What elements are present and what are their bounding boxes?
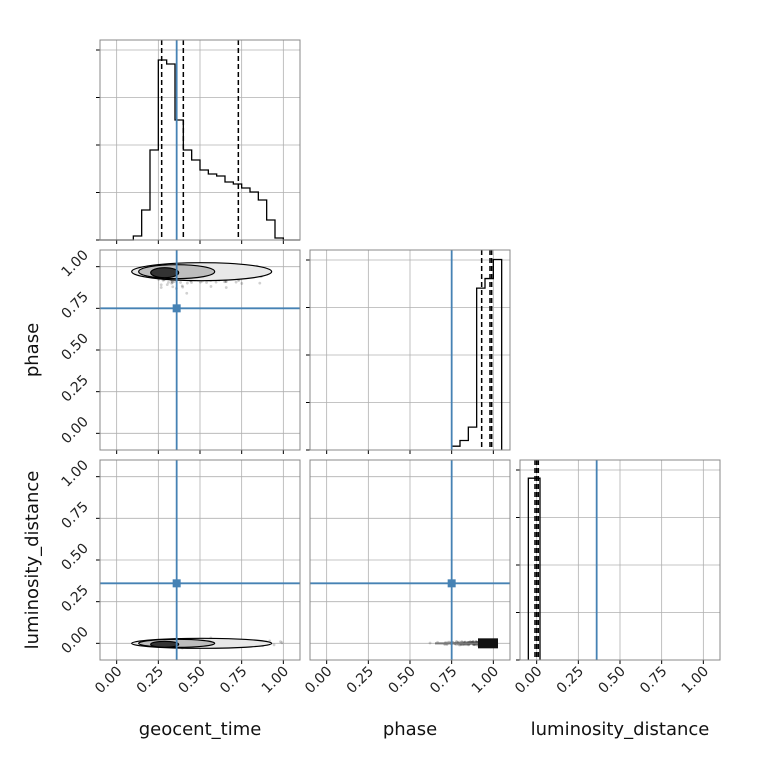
sample-point (199, 280, 202, 284)
y-tick-label: 0.00 (58, 624, 91, 657)
x-tick-label: 0.50 (385, 664, 418, 697)
y-axis-label-phase: phase (22, 323, 43, 377)
sample-point (272, 643, 276, 647)
panel-frame (99, 39, 301, 241)
x-tick-label: 0.75 (217, 664, 250, 697)
sample-point (165, 283, 169, 287)
sample-point (224, 280, 228, 283)
panel-phase-vs-luminosity-distance: 0.00 0.25 0.50 0.75 1.00 (302, 459, 511, 697)
sample-point (474, 640, 478, 643)
sample-point (172, 280, 176, 284)
sample-point (428, 641, 432, 645)
sample-point (214, 280, 218, 284)
panel-geocent-time-vs-luminosity-distance: 0.000.250.500.751.000.00 0.25 0.50 0.75 1.00 (58, 457, 301, 697)
x-tick-label: 0.00 (302, 664, 335, 697)
sample-point (159, 283, 163, 287)
sample-point (234, 280, 238, 284)
sample-point (171, 285, 175, 289)
x-tick-label: 0.25 (554, 664, 587, 697)
panel-hist-phase (306, 249, 511, 454)
y-tick-label: 0.25 (58, 582, 91, 615)
sample-point (181, 285, 185, 289)
panel-frame (99, 459, 301, 661)
sample-point (159, 286, 163, 289)
y-tick-label: 1.00 (58, 247, 91, 280)
sample-point (224, 286, 228, 289)
panel-frame (309, 249, 511, 451)
y-tick-label: 0.75 (58, 289, 91, 322)
panel-frame (519, 459, 721, 661)
panel-frame (99, 249, 301, 451)
y-tick-label: 0.50 (58, 330, 91, 363)
x-tick-label: 0.00 (512, 664, 545, 697)
truth-marker (172, 304, 181, 313)
sample-point (170, 279, 174, 283)
x-tick-label: 0.50 (175, 664, 208, 697)
x-tick-label: 0.25 (344, 664, 377, 697)
sample-point (224, 280, 228, 283)
y-tick-label: 0.75 (58, 499, 91, 532)
histogram-step (451, 258, 503, 450)
x-axis-label-geocent-time: geocent_time (139, 719, 262, 740)
panel-frame (309, 459, 511, 661)
panel-hist-geocent-time (96, 39, 301, 244)
sample-point (205, 281, 208, 284)
y-tick-label: 0.50 (58, 540, 91, 573)
panel-geocent-time-vs-phase: 0.00 0.25 0.50 0.75 1.00 (58, 247, 301, 454)
density-core (150, 640, 180, 648)
sample-point (190, 281, 193, 284)
sample-point (170, 281, 173, 285)
x-tick-label: 0.00 (92, 664, 125, 697)
sample-point (185, 281, 189, 285)
sample-point (240, 282, 244, 285)
y-axis-label-luminosity-distance: luminosity_distance (22, 471, 43, 650)
x-tick-label: 0.50 (595, 664, 628, 697)
y-tick-label: 0.00 (58, 414, 91, 447)
histogram-step (100, 59, 300, 241)
truth-marker (447, 579, 456, 588)
x-tick-label: 1.00 (679, 664, 712, 697)
x-tick-label: 1.00 (469, 664, 502, 697)
sample-point (258, 281, 262, 285)
truth-marker (172, 579, 181, 588)
sample-point (179, 281, 182, 284)
sample-point (279, 640, 282, 643)
sample-point (280, 641, 284, 645)
x-tick-label: 1.00 (259, 664, 292, 697)
sample-point (185, 291, 189, 295)
x-tick-label: 0.75 (637, 664, 670, 697)
x-axis-label-phase: phase (383, 719, 437, 740)
x-tick-label: 0.25 (134, 664, 167, 697)
sample-point (209, 285, 213, 288)
sample-point (180, 284, 184, 288)
sample-point (170, 281, 174, 285)
sample-point (223, 280, 226, 284)
sample-point (167, 280, 170, 284)
y-tick-label: 1.00 (58, 457, 91, 490)
x-axis-label-luminosity-distance: luminosity_distance (531, 719, 710, 740)
density-core (150, 267, 180, 279)
sample-point (455, 640, 459, 644)
sample-point (471, 640, 475, 643)
y-tick-label: 0.25 (58, 372, 91, 405)
x-tick-label: 0.75 (427, 664, 460, 697)
density-core (478, 638, 498, 649)
panel-hist-luminosity-distance: 0.00 0.25 0.50 0.75 1.00 (512, 459, 721, 697)
